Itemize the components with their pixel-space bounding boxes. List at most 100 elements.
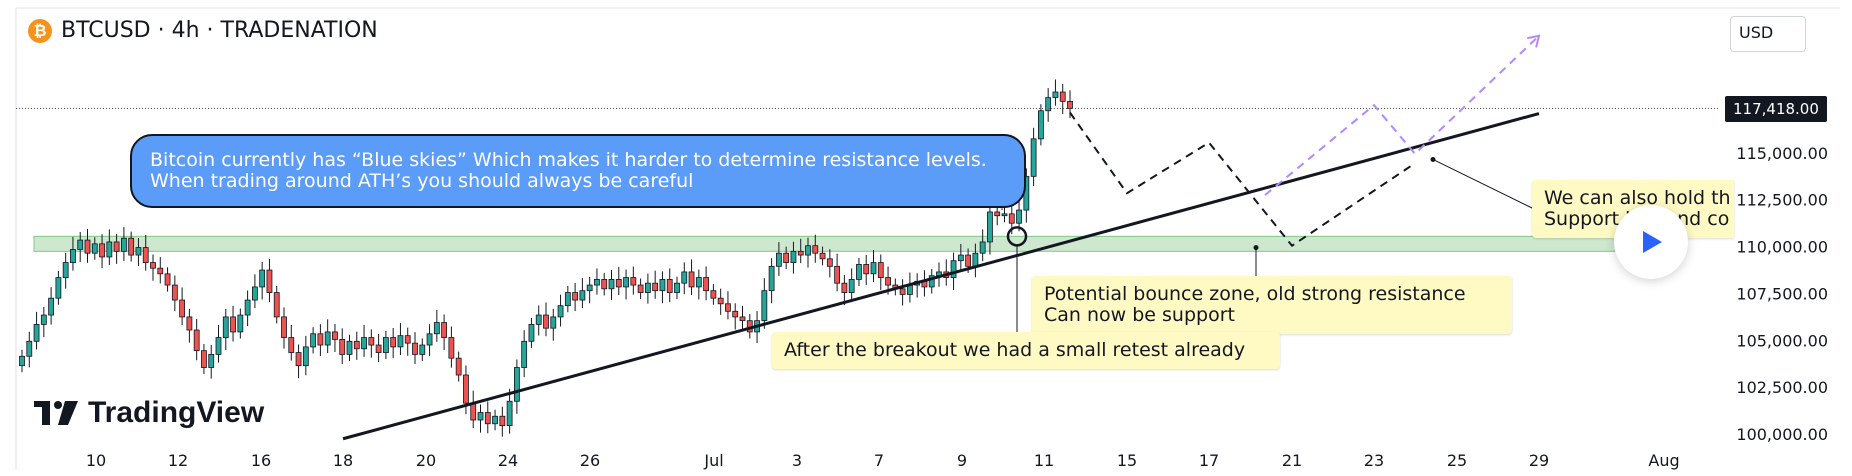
candle-body bbox=[615, 279, 622, 288]
candle-body bbox=[826, 258, 833, 267]
candle-body bbox=[48, 297, 55, 316]
candle-body bbox=[674, 282, 680, 293]
candle-body bbox=[91, 243, 98, 254]
candle-body bbox=[222, 316, 229, 338]
candle-body bbox=[273, 292, 280, 318]
x-tick-label: 26 bbox=[580, 451, 600, 470]
y-tick-label: 105,000.00 bbox=[1736, 331, 1828, 350]
candle-body bbox=[353, 340, 360, 350]
x-tick-label: 20 bbox=[416, 451, 436, 470]
candle-body bbox=[259, 269, 266, 288]
currency-button[interactable]: USD bbox=[1730, 16, 1806, 52]
symbol-title: BTCUSD · 4h · TRADENATION bbox=[61, 18, 378, 43]
candle-body bbox=[26, 340, 33, 357]
candle-body bbox=[863, 264, 870, 275]
candle-body bbox=[310, 333, 317, 348]
candle-body bbox=[987, 211, 993, 243]
y-tick-label: 102,500.00 bbox=[1736, 378, 1828, 397]
candle-body bbox=[608, 279, 615, 290]
projection-path-purple bbox=[1264, 35, 1540, 196]
candle-body bbox=[186, 316, 193, 331]
candle-body bbox=[783, 252, 790, 263]
candle-body bbox=[834, 265, 841, 284]
x-tick-label: 17 bbox=[1199, 451, 1219, 470]
candle-body bbox=[899, 288, 906, 295]
candle-body bbox=[1016, 209, 1022, 224]
x-tick-label: Aug bbox=[1648, 451, 1679, 470]
candle-body bbox=[637, 284, 644, 293]
candle-body bbox=[725, 303, 731, 312]
candle-body bbox=[579, 290, 586, 301]
y-tick-label: 107,500.00 bbox=[1736, 284, 1828, 303]
candle-body bbox=[972, 252, 979, 267]
support-note-line1: We can also hold th bbox=[1544, 187, 1731, 209]
candle-body bbox=[477, 412, 484, 421]
candle-body bbox=[441, 322, 448, 338]
candle-body bbox=[761, 290, 768, 322]
chart-header[interactable]: ₿ BTCUSD · 4h · TRADENATION bbox=[28, 18, 378, 43]
candle-body bbox=[77, 239, 84, 250]
resistance-zone bbox=[33, 235, 1635, 252]
candle-body bbox=[666, 279, 673, 293]
candle-body bbox=[346, 340, 353, 355]
candle-body bbox=[266, 269, 273, 293]
candle-body bbox=[681, 271, 688, 284]
candle-body bbox=[55, 277, 62, 299]
candle-body bbox=[623, 277, 629, 288]
candle-body bbox=[775, 252, 782, 267]
candle-body bbox=[1067, 100, 1073, 109]
candle-body bbox=[870, 262, 877, 275]
x-tick-label: 10 bbox=[86, 451, 106, 470]
x-tick-label: Jul bbox=[703, 451, 723, 470]
candle-body bbox=[157, 267, 164, 275]
candle-body bbox=[1045, 97, 1052, 112]
candle-body bbox=[710, 290, 717, 299]
candle-body bbox=[601, 279, 608, 290]
play-icon bbox=[1643, 231, 1662, 253]
candle-body bbox=[382, 337, 389, 353]
candle-body bbox=[470, 402, 477, 421]
candle-body bbox=[535, 314, 542, 325]
candle-body bbox=[550, 316, 557, 329]
bounce-zone-note: Potential bounce zone, old strong resist… bbox=[1032, 276, 1512, 334]
candle-body bbox=[288, 337, 295, 353]
candle-body bbox=[703, 277, 710, 292]
blue-note-line1: Bitcoin currently has “Blue skies” Which… bbox=[150, 149, 987, 171]
candle-body bbox=[201, 350, 207, 368]
candle-body bbox=[521, 340, 528, 368]
candle-body bbox=[819, 252, 826, 260]
candle-body bbox=[564, 292, 571, 307]
candle-body bbox=[164, 273, 171, 286]
candle-body bbox=[324, 331, 331, 346]
bitcoin-icon: ₿ bbox=[28, 18, 52, 43]
candle-body bbox=[659, 279, 666, 292]
candle-body bbox=[979, 241, 986, 254]
candle-body bbox=[994, 211, 1001, 217]
support-pointer-line bbox=[1432, 159, 1533, 209]
candle-body bbox=[426, 333, 433, 346]
x-tick-label: 21 bbox=[1282, 451, 1302, 470]
candle-body bbox=[33, 324, 40, 342]
tradingview-logo[interactable]: TradingView bbox=[34, 396, 264, 430]
candle-body bbox=[957, 254, 964, 262]
candle-body bbox=[179, 299, 186, 318]
x-tick-label: 12 bbox=[168, 451, 188, 470]
candle-body bbox=[237, 314, 244, 333]
candle-body bbox=[295, 352, 302, 367]
x-tick-label: 18 bbox=[333, 451, 353, 470]
x-tick-label: 9 bbox=[957, 451, 967, 470]
blue-skies-note: Bitcoin currently has “Blue skies” Which… bbox=[130, 134, 1026, 208]
x-tick-label: 29 bbox=[1529, 451, 1549, 470]
candle-body bbox=[397, 335, 404, 348]
candle-body bbox=[332, 331, 338, 340]
candle-body bbox=[732, 310, 739, 318]
candle-body bbox=[950, 260, 957, 278]
candle-body bbox=[928, 275, 935, 288]
candle-body bbox=[412, 342, 418, 355]
candle-body bbox=[142, 247, 149, 263]
play-button[interactable] bbox=[1614, 205, 1688, 279]
candle-body bbox=[368, 337, 375, 346]
retest-note-text: After the breakout we had a small retest… bbox=[784, 339, 1246, 361]
